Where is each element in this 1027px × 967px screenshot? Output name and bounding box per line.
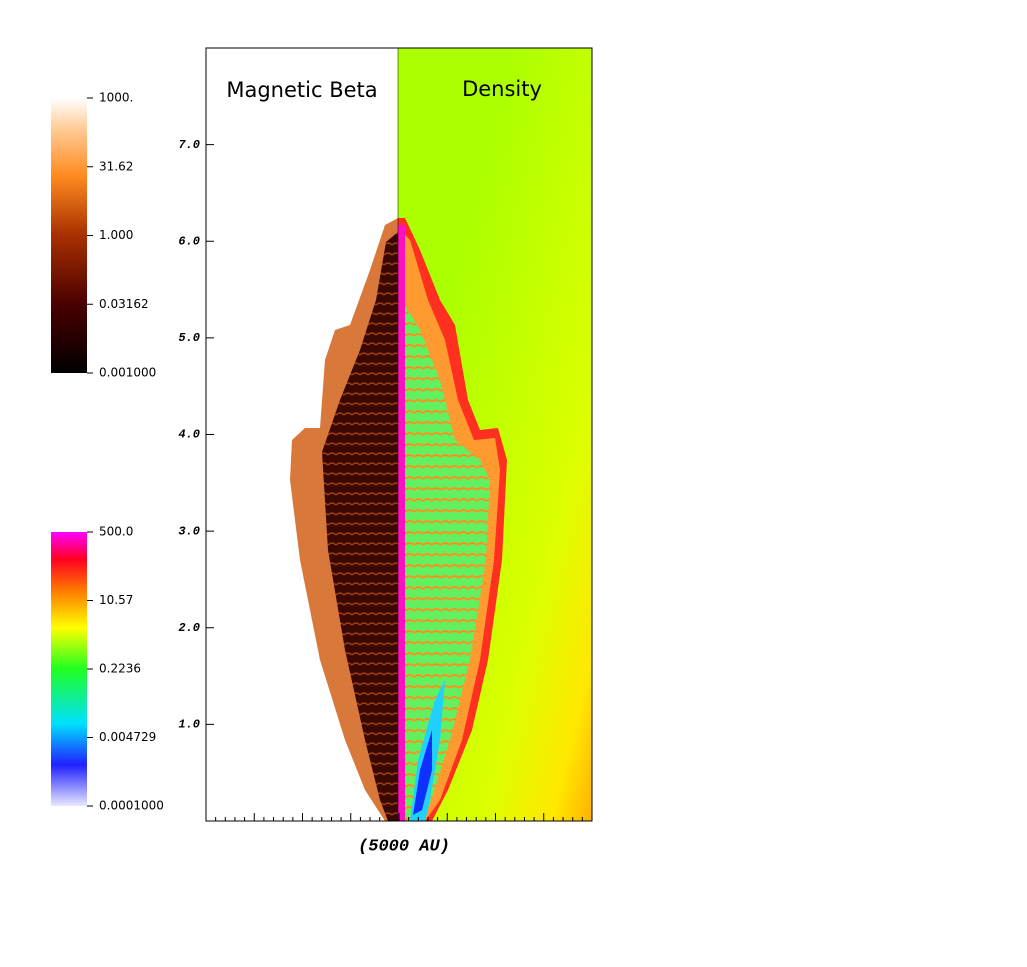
right-title: Density: [462, 77, 542, 101]
colorbar-label: 0.0001000: [99, 799, 164, 813]
y-tick-label: 7.0: [178, 138, 200, 152]
colorbar-label: 0.004729: [99, 730, 156, 744]
colorbar-label: 1000.: [99, 91, 133, 105]
colorbar: [51, 532, 87, 806]
y-tick-label: 1.0: [178, 718, 200, 732]
colorbar-label: 1.000: [99, 228, 133, 242]
y-tick-label: 6.0: [178, 234, 200, 248]
y-tick-label: 3.0: [178, 524, 200, 538]
colorbar-label: 0.2236: [99, 662, 141, 676]
y-tick-label: 2.0: [178, 621, 200, 635]
x-axis-label: (5000 AU): [358, 837, 450, 856]
field-right: [398, 48, 592, 821]
left-title: Magnetic Beta: [226, 78, 377, 102]
field-left: [206, 48, 398, 821]
colorbar-label: 500.0: [99, 525, 133, 539]
colorbar-label: 10.57: [99, 593, 133, 607]
colorbar: [51, 98, 87, 373]
colorbar-label: 0.001000: [99, 366, 156, 380]
y-tick-label: 5.0: [178, 331, 200, 345]
y-tick-label: 4.0: [178, 428, 200, 442]
colorbar-label: 0.03162: [99, 297, 149, 311]
colorbar-label: 31.62: [99, 159, 133, 173]
